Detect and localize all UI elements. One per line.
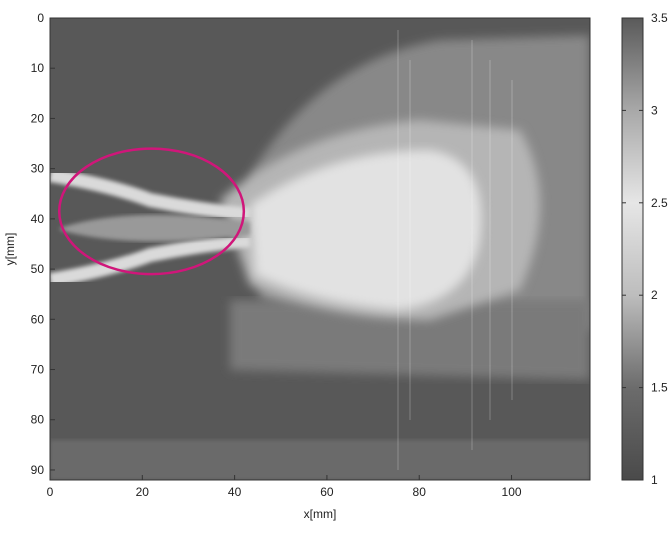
y-axis-label: y[mm] [3, 233, 17, 266]
heatmap-plot-area [50, 18, 590, 480]
colorbar-tick-label: 1 [651, 473, 658, 487]
y-tick-label: 40 [31, 212, 45, 226]
x-tick-label: 100 [502, 485, 522, 499]
y-axis-ticks: 0 10 20 30 40 50 60 70 80 90 [31, 11, 55, 477]
colorbar-tick-label: 2 [651, 288, 658, 302]
heatmap-field-bottom-stripes [50, 440, 590, 480]
y-tick-label: 80 [31, 413, 45, 427]
y-tick-label: 10 [31, 61, 45, 75]
y-tick-label: 50 [31, 262, 45, 276]
plot-frame [49, 17, 591, 481]
x-tick-label: 20 [136, 485, 150, 499]
x-axis-label: x[mm] [304, 507, 337, 521]
colorbar-tick-label: 3.5 [651, 11, 668, 25]
heatmap-field-jet-lower-edge [50, 233, 251, 287]
y-tick-label: 20 [31, 111, 45, 125]
x-tick-label: 40 [228, 485, 242, 499]
x-axis-ticks: 0 20 40 60 80 100 [47, 475, 522, 499]
y-tick-label: 30 [31, 162, 45, 176]
y-tick-label: 60 [31, 312, 45, 326]
x-tick-label: 80 [413, 485, 427, 499]
heatmap-field-jet-upper-edge [50, 168, 251, 222]
heatmap-field-jet-inner [60, 214, 250, 242]
x-tick-label: 60 [320, 485, 334, 499]
heatmap-field-striations [397, 30, 513, 470]
colorbar-tick-label: 2.5 [651, 196, 668, 210]
x-tick-label: 0 [47, 485, 54, 499]
y-tick-label: 0 [37, 11, 44, 25]
colorbar-tick-label: 3 [651, 103, 658, 117]
annotation-ellipse [57, 147, 246, 276]
y-tick-label: 90 [31, 463, 45, 477]
colorbar-tick-label: 1.5 [651, 381, 668, 395]
heatmap-field-lower-band [230, 300, 590, 380]
y-tick-label: 70 [31, 363, 45, 377]
colorbar [621, 17, 644, 481]
heatmap-field-plume-core [250, 150, 482, 310]
colorbar-ticks: 1 1.5 2 2.5 3 3.5 [622, 11, 668, 487]
